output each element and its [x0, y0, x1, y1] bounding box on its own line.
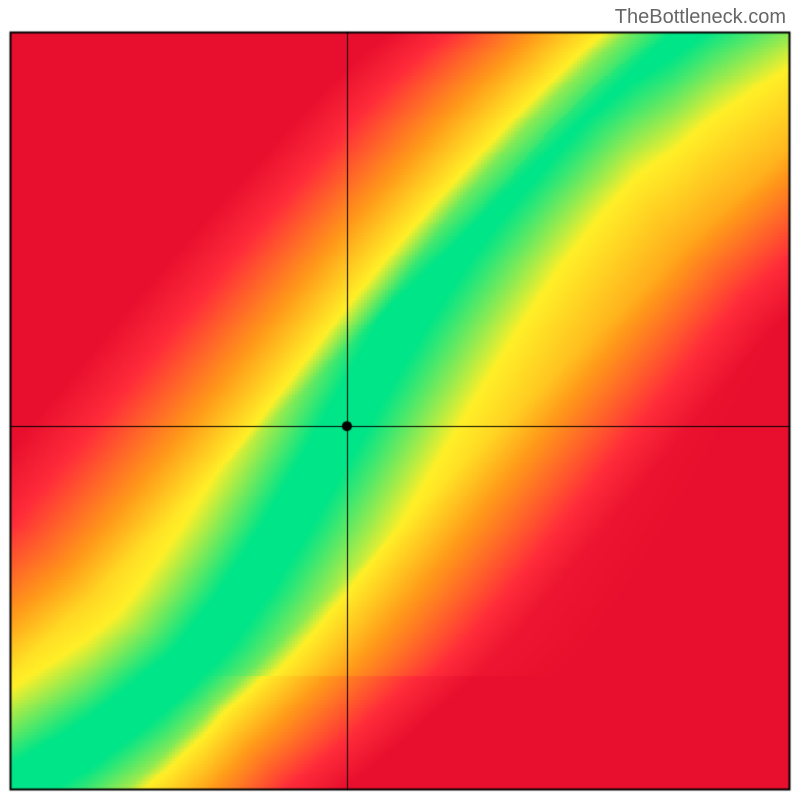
- bottleneck-heatmap: [0, 0, 800, 800]
- watermark-text: TheBottleneck.com: [615, 6, 786, 29]
- chart-container: TheBottleneck.com: [0, 0, 800, 800]
